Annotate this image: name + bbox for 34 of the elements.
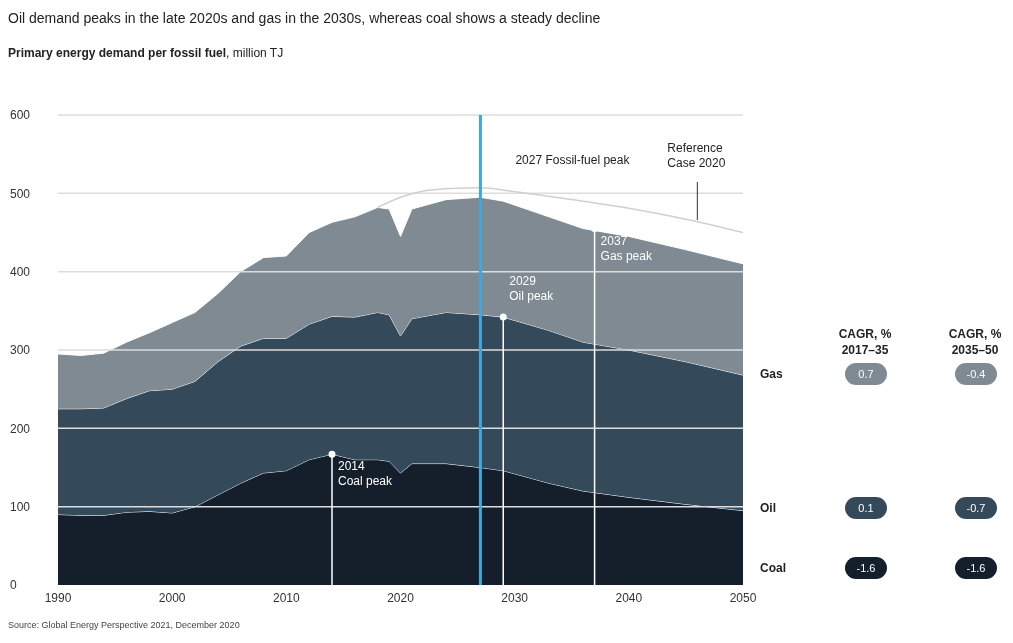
- chart-subtitle: Primary energy demand per fossil fuel, million TJ: [8, 46, 284, 60]
- x-tick-label: 2010: [272, 590, 300, 605]
- annotation: Reference Case 2020: [667, 140, 726, 170]
- data-label: -1.6: [966, 562, 986, 574]
- data-label: -0.4: [966, 368, 986, 380]
- annotation: 2029 Oil peak: [509, 274, 555, 304]
- annotation: 2037 Gas peak: [600, 233, 653, 263]
- source-note: Source: Global Energy Perspective 2021, December 2020: [8, 620, 240, 630]
- y-tick-label: 100: [10, 499, 31, 514]
- y-tick-label: 400: [10, 264, 31, 279]
- category-label: Coal: [760, 561, 787, 575]
- y-tick-label: 600: [10, 108, 31, 123]
- x-tick-label: 2040: [615, 590, 643, 605]
- data-label: -0.7: [966, 502, 986, 514]
- line-series: [376, 187, 743, 234]
- annotation: 2014 Coal peak: [338, 459, 394, 489]
- category-label: Gas: [760, 367, 784, 381]
- y-tick-label: 500: [10, 186, 31, 201]
- data-label: 0.1: [858, 502, 874, 514]
- x-tick-label: 2050: [729, 590, 757, 605]
- ref-line-label: 2027 Fossil-fuel peak: [515, 152, 631, 167]
- chart-title: Oil demand peaks in the late 2020s and gas in the 2030s, whereas coal shows a steady decline: [8, 10, 601, 26]
- y-tick-label: 200: [10, 421, 31, 436]
- y-tick-label: 300: [10, 343, 31, 358]
- x-tick-label: 2000: [158, 590, 186, 605]
- category-label: Oil: [760, 501, 777, 515]
- data-label: 0.7: [858, 368, 874, 380]
- x-tick-label: 1990: [44, 590, 72, 605]
- data-label: -1.6: [856, 562, 876, 574]
- x-tick-label: 2030: [501, 590, 529, 605]
- y-tick-label: 0: [10, 578, 17, 593]
- series-label: CAGR, % 2035–50: [947, 326, 1003, 358]
- series-label: CAGR, % 2017–35: [837, 326, 893, 358]
- x-tick-label: 2020: [387, 590, 415, 605]
